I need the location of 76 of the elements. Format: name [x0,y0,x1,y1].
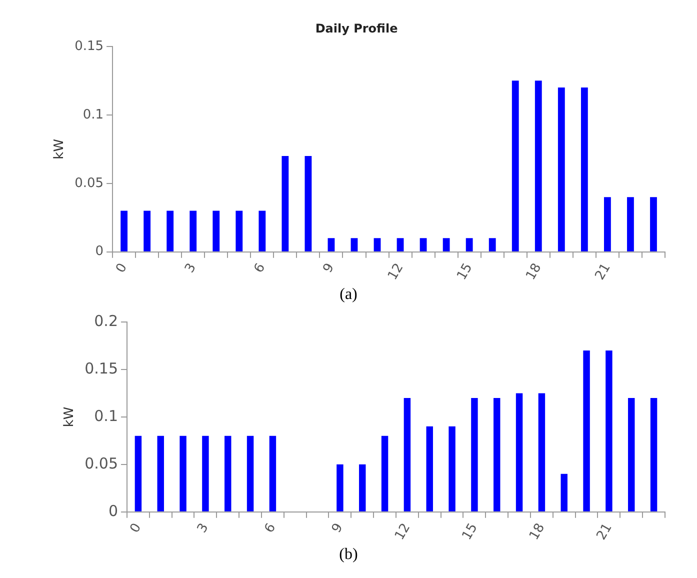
y-axis-title: kW [52,138,68,160]
bar [560,474,568,512]
x-tick-label: 9 [320,260,338,276]
bar [282,156,289,252]
bar [157,436,164,512]
bar [144,210,151,252]
x-tick-label: 3 [194,520,212,536]
x-tick-label: 6 [262,520,280,536]
bar [580,87,588,252]
y-tick-label: 0.2 [94,312,118,330]
bar [212,210,220,252]
x-tick-label: 18 [526,520,548,543]
bar [236,210,243,252]
bar [471,398,478,512]
bar [426,426,433,512]
bar [448,426,456,512]
bar [538,393,546,512]
bar [374,238,381,252]
bar [606,350,612,512]
bar [304,156,312,252]
bar [134,436,142,512]
x-tick-label: 12 [385,260,407,283]
bar [583,350,590,512]
y-tick-label: 0.1 [82,107,104,122]
bar [396,238,404,252]
bar [350,238,358,252]
bar [650,398,658,512]
x-tick-label: 9 [329,520,346,536]
bar [359,464,366,512]
y-tick-label: 0.15 [84,359,118,378]
y-tick-label: 0 [95,244,104,260]
bar [328,238,335,252]
bar [120,210,128,252]
y-tick-label: 0.05 [84,454,118,472]
bar [258,210,266,252]
bar [604,197,611,252]
x-tick-label: 0 [113,260,130,276]
bar [381,436,388,512]
x-tick-label: 15 [454,260,476,283]
x-tick-label: 0 [127,520,145,536]
x-tick-label: 21 [594,520,616,543]
bar [246,436,254,512]
bar [627,197,634,252]
bar [512,80,519,252]
chart-title: Daily Profile [315,21,398,36]
bar [190,210,197,252]
y-tick-label: 0.05 [74,176,104,191]
x-tick-label: 12 [392,520,414,543]
bar [628,398,635,512]
x-tick-label: 3 [182,260,200,276]
bar [336,464,344,512]
x-tick-label: 18 [524,260,545,283]
x-tick-label: 6 [251,260,269,276]
text: (b) [338,546,359,565]
bar [180,436,186,512]
bar [269,436,276,512]
x-tick-label: 15 [460,520,481,543]
bar [404,398,411,512]
y-axis-title: kW [62,406,78,428]
bar [494,398,500,512]
bar [466,238,473,252]
bar [558,87,565,252]
bar [224,436,232,512]
y-tick-label: 0.1 [94,406,118,425]
bar [202,436,209,512]
y-tick-label: 0.15 [74,38,104,54]
bar [166,210,174,252]
y-tick-label: 0 [108,502,118,520]
bar [650,197,657,252]
text: (a) [338,286,358,305]
bar [488,238,496,252]
bar [534,80,542,252]
bar [420,238,427,252]
bar [516,393,523,512]
bar [442,238,450,252]
x-tick-label: 21 [592,260,614,283]
